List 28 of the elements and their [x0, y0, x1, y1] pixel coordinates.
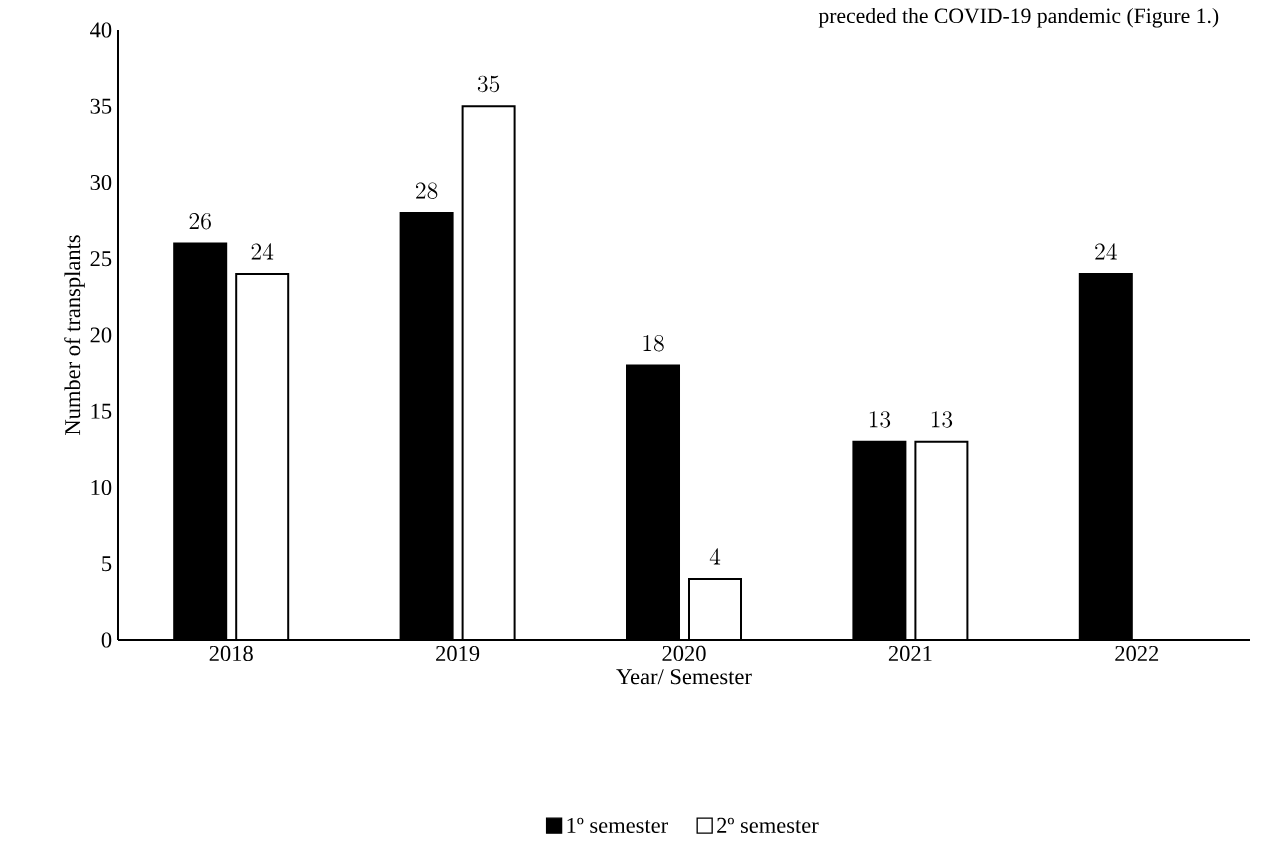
y-tick-label: 25	[90, 251, 112, 267]
legend-label: 1º semester	[567, 817, 668, 833]
x-tick-label: 2019	[436, 645, 480, 662]
data-label: 18	[643, 335, 664, 352]
y-tick-label: 40	[90, 22, 112, 38]
y-tick-label: 20	[90, 327, 112, 343]
y-tick-label: 10	[91, 479, 112, 496]
y-axis-title: Number of transplants	[64, 235, 85, 435]
y-tick-label: 0	[101, 632, 112, 648]
y-tick-label: 35	[90, 98, 112, 114]
data-label: 24	[251, 243, 274, 260]
x-tick-label: 2022	[1115, 645, 1159, 662]
x-tick-label: 2021	[888, 645, 932, 662]
x-axis-title: Year/ Semester	[616, 669, 752, 685]
y-tick-label: 15	[91, 403, 112, 419]
legend-label: 2º semester	[717, 817, 819, 833]
y-tick-label: 5	[102, 556, 112, 572]
data-label: 4	[709, 548, 721, 565]
data-label: 24	[1095, 243, 1117, 260]
data-label: 28	[416, 182, 438, 199]
data-label: 13	[931, 411, 953, 428]
data-label: 35	[477, 75, 500, 93]
data-label: 26	[189, 213, 211, 230]
y-tick-label: 30	[90, 174, 112, 191]
text: preceded the COVID-19 pandemic (Figure 1.)	[818, 7, 1219, 28]
data-label: 13	[869, 411, 891, 428]
x-tick-label: 2020	[662, 645, 706, 662]
x-tick-label: 2018	[209, 645, 253, 662]
